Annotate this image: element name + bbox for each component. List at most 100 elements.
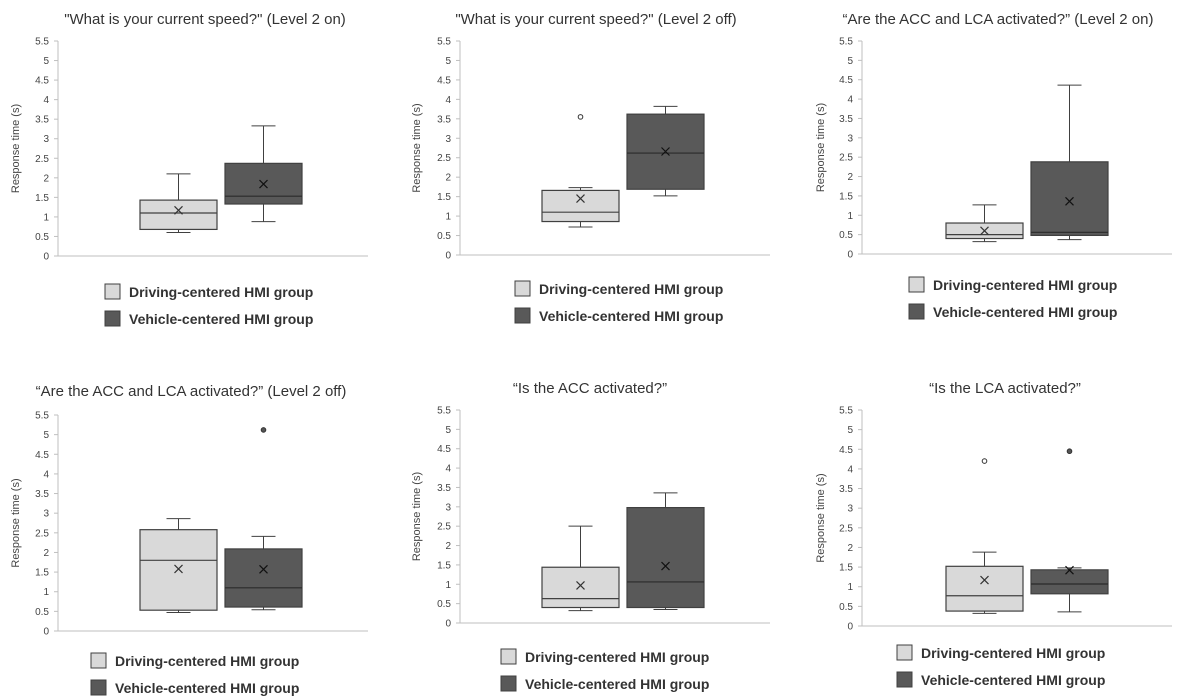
legend: Driving-centered HMI group Vehicle-center… [500,648,709,692]
y-tick-label: 4 [43,95,49,106]
chart-panel-2: "What is your current speed?" (Level 2 o… [411,11,770,324]
legend-swatch [908,276,925,293]
legend: Driving-centered HMI group Vehicle-center… [104,283,313,327]
y-tick-label: 4.5 [437,444,451,455]
y-tick-label: 5.5 [839,406,853,417]
y-tick-label: 3.5 [839,484,853,495]
y-tick-label: 5 [43,56,49,67]
iqr-box [224,548,303,608]
y-tick-label: 0 [445,619,451,630]
iqr-box [626,506,705,609]
y-tick-label: 1.5 [839,563,853,574]
y-tick-label: 2 [43,173,49,184]
box-vehicle-centered [626,492,705,610]
box-driving-centered [945,458,1024,614]
legend-swatch [104,283,121,300]
legend-swatch [896,671,913,688]
y-tick-label: 3 [445,502,451,513]
y-tick-label: 3 [847,133,853,144]
y-tick-label: 0 [847,250,853,261]
legend-swatch [90,679,107,696]
y-tick-label: 0.5 [839,230,853,241]
y-tick-label: 5 [847,56,853,67]
y-tick-label: 3.5 [35,489,49,500]
legend-label: Vehicle-centered HMI group [921,672,1105,688]
y-tick-label: 2 [445,173,451,184]
y-tick-label: 0.5 [35,607,49,618]
y-tick-label: 3.5 [35,115,49,126]
outlier-point [1066,448,1073,455]
chart-title: "What is your current speed?" (Level 2 o… [455,11,736,28]
mean-marker [259,564,268,574]
box-vehicle-centered [224,125,303,223]
y-tick-label: 0.5 [35,232,49,243]
y-tick-label: 3.5 [437,114,451,125]
outlier-point [981,458,988,464]
y-tick-label: 5 [847,425,853,436]
y-tick-label: 0.5 [437,231,451,242]
y-axis-label: Response time (s) [10,104,22,193]
legend-label: Driving-centered HMI group [525,649,709,665]
y-axis-label: Response time (s) [10,478,22,567]
legend: Driving-centered HMI group Vehicle-center… [908,276,1117,320]
iqr-box [541,566,620,609]
mean-marker [576,581,585,590]
outlier-point [260,427,267,433]
y-tick-label: 1 [445,580,451,591]
y-tick-label: 5.5 [35,411,49,422]
iqr-box [945,565,1024,612]
y-axis-label: Response time (s) [815,103,827,192]
y-tick-label: 2.5 [839,523,853,534]
y-tick-label: 2.5 [35,154,49,165]
y-tick-label: 5 [445,56,451,67]
mean-marker [661,561,670,571]
legend-label: Vehicle-centered HMI group [933,304,1117,320]
legend-swatch [500,648,517,665]
y-tick-label: 5.5 [437,406,451,417]
chart-panel-1: "What is your current speed?" (Level 2 o… [10,11,368,327]
box-driving-centered [139,518,218,614]
chart-panel-3: “Are the ACC and LCA activated?” (Level … [815,11,1172,320]
y-tick-label: 3.5 [437,483,451,494]
y-tick-label: 4.5 [839,445,853,456]
y-tick-label: 1.5 [437,560,451,571]
box-driving-centered [139,173,218,234]
y-tick-label: 3 [445,134,451,145]
y-tick-label: 1 [445,212,451,223]
chart-title: “Are the ACC and LCA activated?” (Level … [36,383,347,400]
y-tick-label: 1.5 [839,191,853,202]
y-tick-label: 1.5 [437,192,451,203]
y-tick-label: 2.5 [839,153,853,164]
box-vehicle-centered [224,427,303,611]
y-tick-label: 5.5 [839,37,853,48]
mean-marker [174,205,183,215]
chart-panel-4: “Are the ACC and LCA activated?” (Level … [10,383,368,696]
y-tick-label: 4 [445,464,451,475]
y-tick-label: 4.5 [839,75,853,86]
y-axis-label: Response time (s) [815,473,827,562]
box-driving-centered [945,204,1024,243]
chart-title: “Are the ACC and LCA activated?” (Level … [842,11,1153,28]
box-vehicle-centered [1030,84,1109,241]
y-tick-label: 4 [847,95,853,106]
mean-marker [980,575,989,585]
y-tick-label: 2.5 [35,528,49,539]
chart-panel-5: “Is the ACC activated?” 0 0.5 1 1.5 2 2.5 3 3.5 4… [411,380,770,692]
legend-swatch [500,675,517,692]
legend-swatch [908,303,925,320]
legend: Driving-centered HMI group Vehicle-center… [90,652,299,696]
legend: Driving-centered HMI group Vehicle-center… [514,280,723,324]
y-tick-label: 0 [43,252,49,263]
mean-marker [1065,565,1074,575]
legend-swatch [104,310,121,327]
y-tick-label: 4 [847,464,853,475]
y-tick-label: 1 [43,212,49,223]
y-tick-label: 1 [847,582,853,593]
iqr-box [1030,161,1109,237]
y-tick-label: 3 [43,509,49,520]
legend-swatch [896,644,913,661]
y-tick-label: 0.5 [839,602,853,613]
y-tick-label: 4 [445,95,451,106]
y-axis-label: Response time (s) [411,472,423,561]
